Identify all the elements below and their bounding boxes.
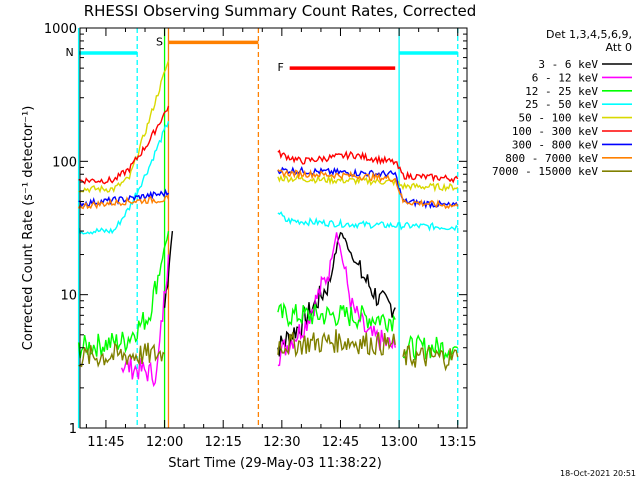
footer-timestamp: 18-Oct-2021 20:51 — [560, 469, 636, 478]
annotation-label: S — [156, 35, 163, 48]
series-line — [277, 231, 396, 357]
legend-entry-label: 12 - 25 keV — [525, 85, 598, 98]
x-tick-label: 11:45 — [87, 435, 124, 450]
series-line — [277, 329, 396, 358]
x-tick-label: 13:00 — [380, 435, 417, 450]
series-line — [78, 105, 170, 185]
series-line — [277, 174, 459, 193]
legend-entry-label: 25 - 50 keV — [525, 98, 598, 111]
x-tick-label: 12:30 — [263, 435, 300, 450]
series-line — [78, 188, 170, 209]
y-tick-label: 10 — [60, 289, 77, 304]
series-line — [277, 232, 396, 367]
legend-entry-label: 300 - 800 keV — [512, 138, 598, 151]
series-line — [277, 211, 459, 232]
legend-entry-label: 7000 - 15000 keV — [492, 165, 598, 178]
x-tick-label: 12:00 — [146, 435, 183, 450]
annotation-label: F — [277, 61, 283, 74]
series-line — [277, 168, 459, 210]
series-line — [277, 149, 459, 184]
annotation-label: N — [65, 46, 73, 59]
series-line — [78, 60, 170, 194]
series-line — [77, 121, 170, 236]
series-line — [77, 230, 170, 359]
plot-frame — [79, 27, 468, 429]
legend-entry-label: 800 - 7000 keV — [505, 152, 598, 165]
series-line — [402, 344, 459, 372]
legend-header: Att 0 — [606, 41, 632, 54]
plot-content: N S F — [65, 28, 459, 428]
y-axis: 1 10 100 1000 — [44, 22, 467, 437]
x-axis: 11:45 12:00 12:15 12:30 12:45 13:00 13:15 — [85, 28, 476, 450]
series-line — [120, 254, 170, 388]
y-tick-label: 1000 — [44, 22, 77, 37]
legend-entry-label: 6 - 12 keV — [532, 71, 599, 84]
series-line — [277, 301, 396, 333]
x-tick-label: 12:15 — [204, 435, 241, 450]
x-tick-label: 13:15 — [439, 435, 476, 450]
y-tick-label: 1 — [69, 422, 77, 437]
y-axis-label: Corrected Count Rate (s⁻¹ detector⁻¹) — [21, 106, 36, 351]
x-axis-label: Start Time (29-May-03 11:38:22) — [168, 456, 382, 471]
y-tick-label: 100 — [52, 155, 77, 170]
series-line — [277, 165, 459, 210]
legend-header: Det 1,3,4,5,6,9, — [546, 28, 632, 41]
chart-title: RHESSI Observing Summary Count Rates, Co… — [84, 2, 477, 20]
series-line — [78, 342, 166, 368]
series-line — [402, 334, 458, 361]
series-line — [77, 195, 170, 210]
x-tick-label: 12:45 — [322, 435, 359, 450]
legend-entry-label: 3 - 6 keV — [538, 58, 598, 71]
legend-entry-label: 50 - 100 keV — [519, 112, 599, 125]
series-line — [163, 231, 174, 308]
legend-entry-label: 100 - 300 keV — [512, 125, 598, 138]
